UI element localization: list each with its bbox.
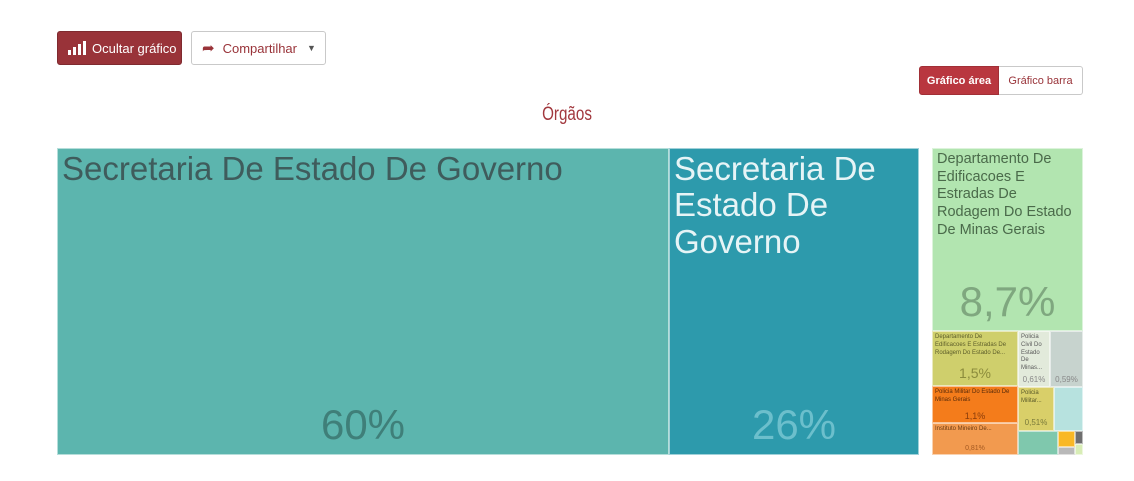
cell-label: Secretaria De Estado De Governo	[674, 150, 876, 260]
treemap-cell[interactable]: Policia Militar... 0,51%	[1018, 387, 1054, 431]
treemap-cell[interactable]	[1018, 431, 1058, 455]
cell-label: Departamento De Edificacoes E Estradas D…	[937, 151, 1072, 238]
hide-chart-label: Ocultar gráfico	[92, 40, 177, 56]
cell-label: Instituto Mineiro De...	[935, 426, 992, 432]
share-arrow-icon: ➦	[202, 40, 215, 57]
area-chart-toggle[interactable]: Gráfico área	[919, 66, 999, 95]
cell-percent: 8,7%	[959, 278, 1056, 325]
chart-title: Órgãos	[542, 104, 592, 125]
cell-percent: 0,51%	[1024, 418, 1048, 427]
treemap-cell[interactable]	[1058, 447, 1075, 455]
share-label: Compartilhar	[222, 40, 297, 56]
cell-percent: 0,59%	[1055, 375, 1078, 384]
cell-percent: 0,61%	[1022, 375, 1046, 384]
treemap-cell[interactable]: Policia Civil Do Estado De Minas... 0,61…	[1018, 331, 1050, 387]
treemap-cell[interactable]: Policia Militar Do Estado De Minas Gerai…	[932, 386, 1018, 423]
treemap-cell[interactable]	[1054, 387, 1083, 431]
treemap-cell[interactable]: Departamento De Edificacoes E Estradas D…	[932, 331, 1018, 386]
bar-chart-icon	[68, 41, 86, 55]
treemap: Secretaria De Estado De Governo 60% Secr…	[57, 148, 1083, 455]
chevron-down-icon: ▼	[307, 43, 316, 53]
cell-percent: 1,5%	[959, 365, 991, 381]
treemap-cell[interactable]: 0,59%	[1050, 331, 1083, 387]
cell-label: Secretaria De Estado De Governo	[62, 150, 563, 187]
cell-label: Policia Militar...	[1021, 390, 1042, 404]
treemap-cell[interactable]	[1075, 444, 1083, 455]
bar-chart-toggle[interactable]: Gráfico barra	[999, 66, 1083, 95]
treemap-cell[interactable]: Secretaria De Estado De Governo 26%	[669, 148, 919, 455]
cell-percent: 60%	[320, 401, 406, 448]
share-button[interactable]: ➦ Compartilhar ▼	[191, 31, 326, 65]
cell-percent: 26%	[751, 401, 837, 448]
treemap-cell[interactable]	[1058, 431, 1075, 447]
cell-label: Departamento De Edificacoes E Estradas D…	[935, 334, 1007, 356]
treemap-cell[interactable]: Instituto Mineiro De... 0,81%	[932, 423, 1018, 455]
cell-percent: 1,1%	[964, 411, 986, 421]
cell-label: Policia Civil Do Estado De Minas...	[1021, 334, 1043, 372]
treemap-cell[interactable]: Secretaria De Estado De Governo 60%	[57, 148, 669, 455]
treemap-cell[interactable]: Departamento De Edificacoes E Estradas D…	[932, 148, 1083, 331]
cell-label: Policia Militar Do Estado De Minas Gerai…	[935, 389, 1010, 403]
treemap-cell[interactable]	[1075, 431, 1083, 444]
hide-chart-button[interactable]: Ocultar gráfico	[57, 31, 182, 65]
cell-percent: 0,81%	[965, 445, 985, 452]
